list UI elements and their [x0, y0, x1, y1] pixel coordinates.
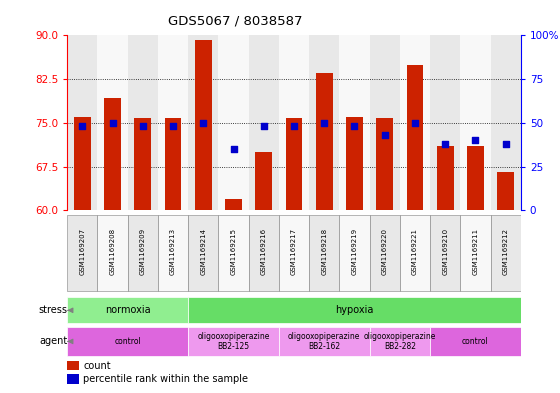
Point	[380, 132, 389, 138]
Point	[199, 119, 208, 126]
Bar	[188, 327, 279, 356]
Bar	[430, 327, 521, 356]
Bar	[128, 215, 158, 292]
Bar	[407, 64, 423, 210]
Text: control: control	[462, 337, 489, 346]
Text: GSM1169207: GSM1169207	[80, 228, 85, 275]
Point	[108, 119, 117, 126]
Bar	[339, 215, 370, 292]
Point	[290, 123, 298, 129]
Text: normoxia: normoxia	[105, 305, 151, 315]
Text: GSM1169216: GSM1169216	[261, 228, 267, 275]
Bar	[97, 215, 128, 292]
Bar	[491, 35, 521, 210]
Bar	[491, 215, 521, 292]
Bar	[339, 35, 370, 210]
Bar	[467, 146, 484, 210]
Text: oligooxopiperazine
BB2-125: oligooxopiperazine BB2-125	[197, 332, 270, 351]
Point	[320, 119, 329, 126]
Bar	[400, 35, 430, 210]
Bar	[67, 327, 188, 356]
Bar	[249, 35, 279, 210]
Bar	[497, 173, 514, 210]
Bar	[225, 198, 242, 210]
Text: GSM1169215: GSM1169215	[231, 228, 236, 275]
Text: GSM1169211: GSM1169211	[473, 228, 478, 275]
Bar	[346, 117, 363, 210]
Point	[471, 137, 480, 143]
Bar	[249, 215, 279, 292]
Text: count: count	[83, 360, 111, 371]
Bar	[188, 35, 218, 210]
Bar	[218, 215, 249, 292]
Bar	[437, 146, 454, 210]
Bar	[460, 215, 491, 292]
Text: GSM1169213: GSM1169213	[170, 228, 176, 275]
Text: GSM1169209: GSM1169209	[140, 228, 146, 275]
Bar	[370, 35, 400, 210]
Text: percentile rank within the sample: percentile rank within the sample	[83, 374, 248, 384]
Point	[78, 123, 87, 129]
Bar	[309, 215, 339, 292]
Point	[229, 146, 238, 152]
Bar	[158, 35, 188, 210]
Point	[410, 119, 419, 126]
Bar	[255, 152, 272, 210]
Text: GDS5067 / 8038587: GDS5067 / 8038587	[168, 15, 302, 28]
Bar	[165, 118, 181, 210]
Text: oligooxopiperazine
BB2-162: oligooxopiperazine BB2-162	[288, 332, 361, 351]
Bar	[67, 35, 97, 210]
Bar	[128, 35, 158, 210]
Point	[350, 123, 359, 129]
Bar	[279, 215, 309, 292]
Bar	[286, 118, 302, 210]
Bar	[460, 35, 491, 210]
Text: GSM1169208: GSM1169208	[110, 228, 115, 275]
Bar	[218, 35, 249, 210]
Text: GSM1169214: GSM1169214	[200, 228, 206, 275]
Bar	[279, 35, 309, 210]
Text: control: control	[114, 337, 141, 346]
Bar	[188, 297, 521, 323]
Point	[441, 141, 450, 147]
Text: GSM1169212: GSM1169212	[503, 228, 508, 275]
Bar	[158, 215, 188, 292]
Bar	[430, 35, 460, 210]
Text: GSM1169210: GSM1169210	[442, 228, 448, 275]
Bar	[134, 118, 151, 210]
Bar	[430, 215, 460, 292]
Bar	[67, 374, 78, 384]
Bar	[67, 361, 78, 370]
Bar	[370, 327, 430, 356]
Text: stress: stress	[39, 305, 68, 315]
Bar	[67, 297, 188, 323]
Text: GSM1169217: GSM1169217	[291, 228, 297, 275]
Point	[138, 123, 147, 129]
Bar	[376, 118, 393, 210]
Bar	[104, 98, 121, 210]
Point	[501, 141, 510, 147]
Point	[259, 123, 268, 129]
Text: GSM1169220: GSM1169220	[382, 228, 388, 275]
Bar	[97, 35, 128, 210]
Bar	[309, 35, 339, 210]
Text: agent: agent	[40, 336, 68, 346]
Text: GSM1169221: GSM1169221	[412, 228, 418, 275]
Bar	[279, 327, 370, 356]
Text: hypoxia: hypoxia	[335, 305, 374, 315]
Bar	[74, 117, 91, 210]
Bar	[400, 215, 430, 292]
Text: GSM1169218: GSM1169218	[321, 228, 327, 275]
Text: GSM1169219: GSM1169219	[352, 228, 357, 275]
Point	[169, 123, 178, 129]
Bar	[195, 40, 212, 210]
Bar	[67, 215, 97, 292]
Bar	[316, 73, 333, 210]
Bar	[188, 215, 218, 292]
Text: oligooxopiperazine
BB2-282: oligooxopiperazine BB2-282	[363, 332, 436, 351]
Bar	[370, 215, 400, 292]
